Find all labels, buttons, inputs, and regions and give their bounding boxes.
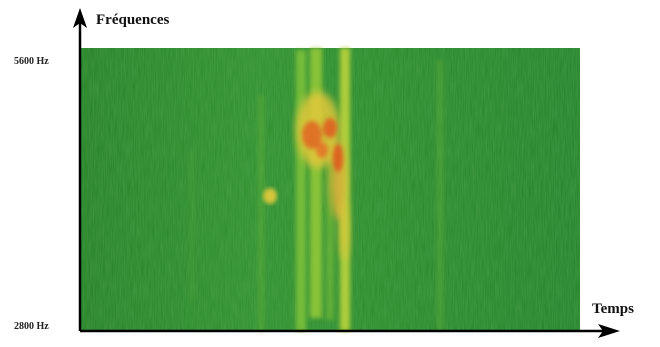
axes xyxy=(78,18,610,333)
y-axis-arrow xyxy=(73,8,87,28)
y-tick-max: 5600 Hz xyxy=(14,56,49,67)
y-axis-title: Fréquences xyxy=(96,12,170,28)
signal-peak xyxy=(302,118,343,172)
x-axis-title: Temps xyxy=(592,301,634,317)
signal-blob xyxy=(263,188,277,204)
y-tick-min: 2800 Hz xyxy=(14,321,49,332)
x-axis-arrow xyxy=(598,324,620,338)
faint-streaks xyxy=(190,60,443,331)
